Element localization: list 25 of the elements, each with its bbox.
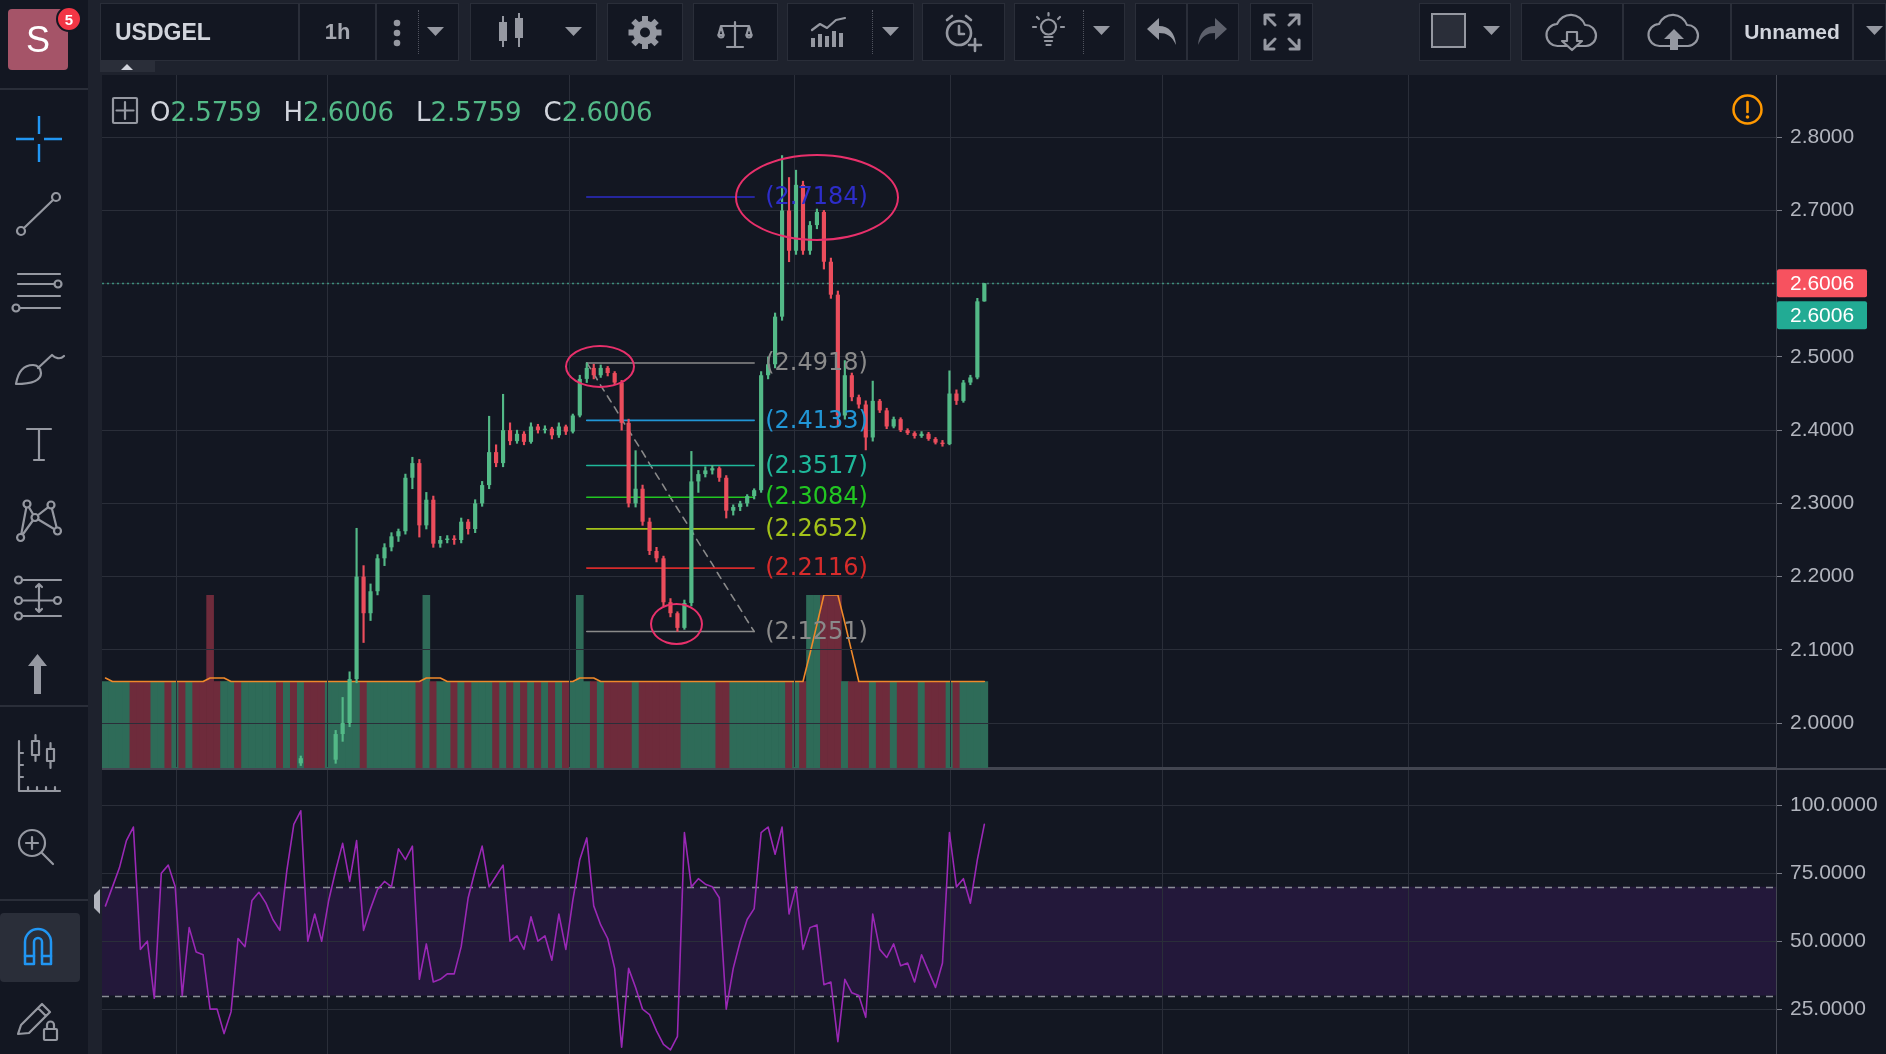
- series-label: (2.3084): [765, 482, 868, 511]
- y-tick-label: 2.5000: [1790, 343, 1855, 367]
- series-label: (2.3517): [765, 450, 868, 479]
- text: 2.6006: [1789, 303, 1855, 327]
- annotation: O2.5759: [150, 97, 262, 127]
- y-tick-label: 2.2000: [1790, 563, 1855, 587]
- y-tick-label: 75.0000: [1790, 860, 1866, 884]
- y-tick-label: 2.3000: [1790, 490, 1855, 514]
- y-tick-label: 2.1000: [1790, 636, 1855, 660]
- y-tick-label: 100.0000: [1790, 792, 1878, 816]
- annotation: H2.6006: [283, 97, 394, 127]
- ref-line-label: 2.6006: [1789, 271, 1855, 295]
- y-tick-label: 25.0000: [1790, 995, 1866, 1019]
- text: Unnamed: [1744, 20, 1840, 44]
- annotation: L2.5759: [416, 97, 522, 127]
- y-tick-label: 2.8000: [1790, 124, 1855, 148]
- series-label: (2.2116): [765, 553, 868, 582]
- series-label: (2.2652): [765, 514, 868, 543]
- text: 1h: [324, 19, 351, 45]
- annotation: C2.6006: [543, 97, 653, 127]
- y-tick-label: 2.7000: [1790, 197, 1855, 221]
- chart-title: USDGEL: [115, 18, 211, 46]
- y-tick-label: 2.4000: [1790, 416, 1855, 440]
- y-tick-label: 50.0000: [1790, 928, 1866, 952]
- y-tick-label: 2.0000: [1790, 709, 1855, 733]
